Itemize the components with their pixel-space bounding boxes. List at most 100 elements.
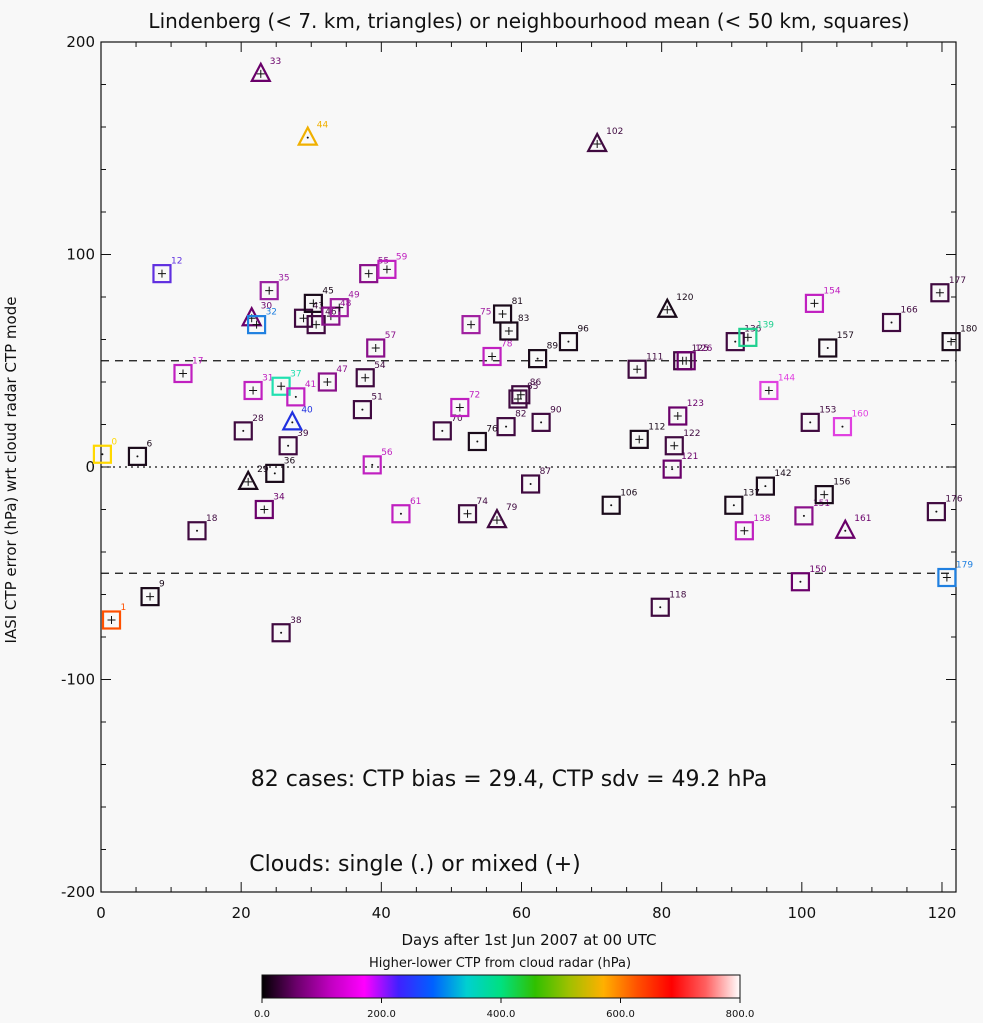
data-point: 40 — [281, 405, 313, 431]
square-marker — [101, 610, 122, 630]
square-marker — [937, 567, 957, 588]
point-label: 6 — [146, 439, 152, 449]
point-label: 56 — [381, 448, 393, 458]
data-point: 96 — [558, 325, 589, 352]
x-tick-label: 0 — [96, 904, 106, 922]
point-label: 72 — [469, 391, 480, 401]
single-cloud-dot — [476, 440, 479, 443]
triangle-marker — [296, 125, 319, 146]
point-label: 47 — [336, 365, 347, 375]
single-cloud-dot — [101, 453, 104, 456]
point-label: 75 — [480, 308, 491, 318]
point-label: 59 — [396, 252, 408, 262]
single-cloud-dot — [287, 444, 290, 447]
square-marker — [668, 406, 688, 426]
single-cloud-dot — [671, 468, 674, 471]
data-point: 72 — [450, 391, 480, 418]
point-label: 37 — [290, 369, 301, 379]
data-point: 32 — [246, 308, 277, 335]
point-label: 142 — [774, 469, 791, 479]
point-label: 144 — [778, 374, 795, 384]
chart-title: Lindenberg (< 7. km, triangles) or neigh… — [148, 9, 909, 33]
data-point: 1 — [101, 603, 126, 630]
square-marker — [601, 495, 621, 515]
colorbar-ticks: 0.0 200.0 400.0 600.0 800.0 — [254, 998, 754, 1020]
single-cloud-dot — [841, 425, 844, 428]
square-marker — [664, 436, 684, 456]
single-cloud-dot — [610, 504, 613, 507]
point-label: 89 — [547, 342, 559, 352]
square-marker — [528, 349, 548, 369]
data-point: 111 — [627, 352, 663, 379]
point-label: 120 — [676, 293, 693, 303]
square-marker — [271, 376, 291, 396]
data-point: 31 — [243, 374, 274, 401]
point-label: 139 — [757, 320, 774, 330]
point-label: 29 — [257, 465, 269, 475]
data-point: 112 — [629, 422, 665, 449]
point-label: 32 — [266, 308, 277, 318]
colorbar-title: Higher-lower CTP from cloud radar (hPa) — [369, 956, 631, 971]
single-cloud-dot — [280, 631, 283, 634]
y-tick-label: -200 — [61, 883, 95, 901]
y-axis-label: IASI CTP error (hPa) wrt cloud radar CTP… — [2, 297, 20, 644]
data-point: 33 — [249, 57, 281, 82]
point-label: 118 — [669, 590, 686, 600]
point-label: 78 — [501, 340, 513, 350]
single-cloud-dot — [659, 606, 662, 609]
point-label: 30 — [261, 301, 273, 311]
square-marker — [432, 421, 452, 441]
data-point: 142 — [755, 469, 792, 496]
square-marker — [814, 485, 834, 505]
point-label: 41 — [305, 380, 316, 390]
square-marker — [243, 380, 263, 401]
single-cloud-dot — [732, 504, 735, 507]
point-label: 9 — [159, 580, 165, 590]
square-marker — [457, 504, 478, 524]
point-label: 45 — [322, 286, 333, 296]
colorbar-tick-label: 800.0 — [726, 1009, 755, 1020]
square-marker — [629, 429, 649, 449]
data-point: 18 — [187, 514, 218, 541]
x-tick-label: 80 — [652, 904, 671, 922]
square-marker — [246, 315, 267, 335]
data-point: 90 — [531, 405, 562, 432]
data-point: 70 — [432, 414, 463, 441]
data-point: 122 — [664, 429, 700, 456]
square-marker — [187, 521, 207, 541]
data-point: 43 — [293, 301, 324, 328]
data-point: 44 — [296, 121, 328, 146]
triangle-marker — [249, 61, 272, 82]
point-label: 179 — [956, 561, 973, 571]
square-marker — [941, 332, 961, 352]
square-marker — [662, 459, 682, 479]
colorbar-tick-label: 600.0 — [606, 1009, 635, 1020]
data-point: 144 — [759, 374, 795, 401]
data-point: 0 — [92, 437, 117, 464]
square-marker — [790, 572, 811, 592]
single-cloud-dot — [844, 529, 847, 532]
square-marker — [152, 264, 172, 284]
square-marker — [450, 397, 470, 418]
x-tick-label: 20 — [232, 904, 251, 922]
point-label: 18 — [206, 514, 218, 524]
square-marker — [511, 385, 531, 405]
data-point: 45 — [303, 286, 334, 313]
data-point: 102 — [586, 127, 623, 153]
square-marker — [725, 332, 745, 352]
data-point: 137 — [724, 488, 760, 515]
point-label: 36 — [284, 456, 296, 466]
square-marker — [461, 315, 481, 335]
data-point: 126 — [676, 344, 713, 371]
y-tick-label: 200 — [66, 33, 95, 51]
data-point: 83 — [499, 314, 529, 341]
data-point: 17 — [173, 357, 203, 384]
single-cloud-dot — [799, 580, 802, 583]
clouds-annotation: Clouds: single (.) or mixed (+) — [249, 852, 580, 877]
point-label: 35 — [278, 274, 289, 284]
x-tick-label: 40 — [372, 904, 391, 922]
triangle-marker — [834, 518, 857, 539]
single-cloud-dot — [505, 425, 508, 428]
data-point: 12 — [152, 257, 182, 284]
